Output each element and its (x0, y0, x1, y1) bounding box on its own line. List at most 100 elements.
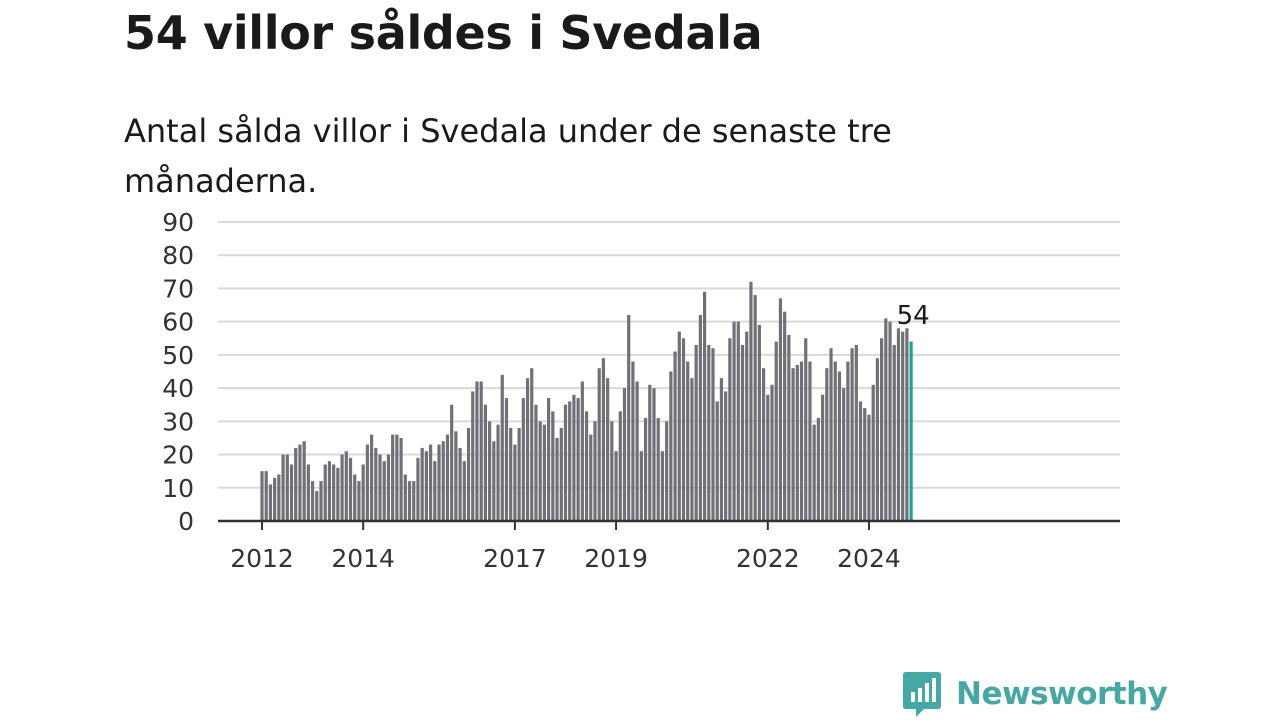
bar (441, 441, 445, 521)
bar (707, 344, 711, 521)
bar (842, 388, 846, 521)
bar (517, 427, 521, 521)
bar (294, 447, 298, 521)
bar (273, 477, 277, 521)
bar (774, 341, 778, 521)
newsworthy-logo[interactable]: Newsworthy (902, 670, 1168, 718)
bar (563, 404, 568, 521)
bar (597, 368, 601, 521)
bar (724, 391, 728, 521)
bar (525, 378, 530, 521)
annotations: 54 (897, 301, 930, 331)
bar (576, 398, 580, 521)
y-tick-label: 20 (162, 441, 194, 470)
bar (896, 328, 901, 521)
bar (770, 384, 774, 521)
bar (601, 358, 606, 521)
bar (610, 421, 614, 521)
bar (875, 358, 879, 521)
bar (783, 311, 787, 521)
bar (892, 344, 896, 521)
x-tick-label: 2012 (230, 544, 294, 573)
bar (614, 451, 618, 521)
bar (382, 461, 386, 521)
bar (289, 464, 294, 521)
bar (319, 481, 323, 521)
y-tick-label: 80 (162, 241, 194, 270)
bar (542, 424, 547, 521)
bar (833, 361, 837, 521)
bar (391, 434, 395, 521)
bar (424, 451, 428, 521)
bar (458, 447, 462, 521)
y-tick-label: 90 (162, 208, 194, 237)
bar (369, 434, 374, 521)
bar (568, 401, 572, 521)
bar (332, 464, 336, 521)
bar (584, 411, 589, 521)
bar (403, 474, 407, 521)
bar (778, 298, 783, 521)
bar (462, 461, 466, 521)
bar (340, 454, 344, 521)
bar (395, 434, 399, 521)
last-value-label: 54 (897, 301, 930, 331)
x-axis-ticks: 2012 2014 2017 2019 2022 2024 (230, 521, 901, 573)
bar (888, 321, 892, 521)
bar (905, 328, 909, 521)
bar (867, 414, 871, 521)
chart-subtitle: Antal sålda villor i Svedala under de se… (124, 112, 892, 200)
bar (323, 464, 327, 521)
bar (450, 404, 454, 521)
y-tick-label: 10 (162, 474, 194, 503)
bar (854, 344, 858, 521)
bar (437, 444, 441, 521)
bar (880, 338, 884, 521)
bar (639, 451, 643, 521)
bar (492, 441, 496, 521)
bar (804, 338, 808, 521)
bar (787, 334, 791, 521)
bar (673, 351, 677, 521)
bar (757, 324, 761, 521)
bar (686, 361, 690, 521)
bar (622, 388, 627, 521)
bar (399, 437, 403, 521)
bar (791, 368, 795, 521)
bar (504, 398, 509, 521)
y-tick-label: 60 (162, 308, 194, 337)
bar (374, 447, 378, 521)
bar (534, 404, 538, 521)
bar (281, 454, 285, 521)
bar (348, 457, 353, 521)
bar (837, 371, 842, 521)
bar (884, 318, 888, 521)
bar (631, 361, 635, 521)
bar (471, 391, 475, 521)
bar (736, 321, 740, 521)
bar (479, 381, 483, 521)
bar (665, 421, 669, 521)
bar (378, 454, 382, 521)
bar (538, 421, 542, 521)
newsworthy-logo-icon (903, 672, 941, 717)
brand-name: Newsworthy (956, 676, 1168, 712)
bar (656, 418, 660, 521)
x-tick-label: 2017 (483, 544, 547, 573)
bar (327, 461, 332, 521)
bar (365, 444, 369, 521)
bar (412, 481, 416, 521)
bar (698, 315, 702, 521)
bar (454, 431, 458, 521)
bar (572, 394, 576, 521)
bar (530, 368, 534, 521)
bar (559, 427, 563, 521)
bar (353, 474, 357, 521)
bars (260, 281, 913, 521)
bar (669, 371, 673, 521)
bar (551, 411, 555, 521)
bar (627, 315, 631, 521)
bar (606, 378, 610, 521)
bar (690, 378, 694, 521)
